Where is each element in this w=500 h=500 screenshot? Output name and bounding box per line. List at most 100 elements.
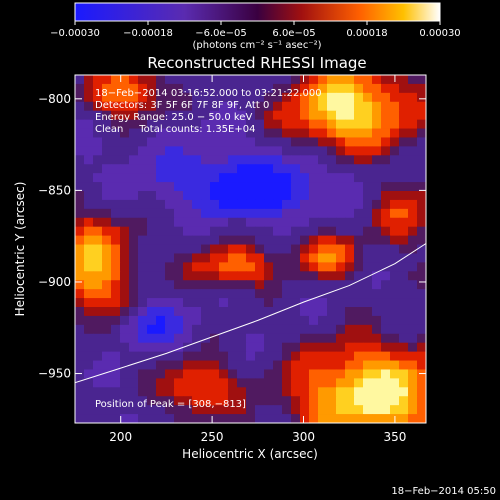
heatmap-cell — [291, 217, 301, 228]
heatmap-cell — [75, 208, 85, 219]
heatmap-cell — [282, 387, 292, 397]
heatmap-cell — [372, 101, 382, 112]
heatmap-cell — [372, 217, 382, 228]
heatmap-cell — [363, 262, 373, 272]
heatmap-cell — [165, 92, 175, 103]
heatmap-cell — [183, 396, 193, 406]
heatmap-cell — [291, 289, 301, 299]
heatmap-cell — [417, 92, 427, 103]
heatmap-cell — [174, 110, 184, 121]
heatmap-cell — [192, 110, 202, 121]
heatmap-cell — [102, 217, 112, 228]
heatmap-cell — [174, 235, 184, 245]
heatmap — [74, 74, 427, 424]
colorbar-tick-label: 6.0e−05 — [272, 28, 315, 39]
heatmap-cell — [192, 369, 202, 379]
heatmap-cell — [93, 92, 103, 103]
heatmap-cell — [336, 83, 346, 94]
heatmap-cell — [156, 262, 166, 272]
heatmap-cell — [255, 351, 265, 361]
heatmap-cell — [390, 182, 400, 192]
heatmap-cell — [408, 164, 418, 174]
heatmap-cell — [399, 235, 409, 245]
heatmap-cell — [300, 333, 310, 344]
heatmap-cell — [192, 155, 202, 165]
heatmap-cell — [417, 262, 427, 272]
heatmap-cell — [390, 226, 400, 237]
heatmap-cell — [408, 226, 418, 237]
heatmap-cell — [291, 110, 301, 121]
heatmap-cell — [192, 164, 202, 174]
heatmap-cell — [399, 137, 409, 147]
heatmap-cell — [327, 378, 337, 388]
heatmap-cell — [309, 217, 319, 228]
heatmap-cell — [399, 342, 409, 353]
heatmap-cell — [282, 137, 292, 147]
heatmap-cell — [264, 173, 274, 183]
heatmap-cell — [174, 405, 184, 415]
heatmap-cell — [273, 262, 283, 272]
heatmap-cell — [363, 235, 373, 245]
heatmap-cell — [201, 110, 211, 121]
heatmap-cell — [273, 307, 283, 317]
heatmap-cell — [282, 92, 292, 103]
heatmap-cell — [138, 378, 148, 388]
heatmap-cell — [417, 289, 427, 299]
heatmap-cell — [390, 271, 400, 281]
heatmap-cell — [246, 333, 256, 344]
heatmap-cell — [219, 199, 229, 210]
heatmap-cell — [291, 164, 301, 174]
heatmap-cell — [390, 342, 400, 353]
heatmap-cell — [390, 280, 400, 290]
heatmap-cell — [255, 235, 265, 245]
heatmap-cell — [408, 119, 418, 129]
heatmap-cell — [120, 208, 130, 219]
heatmap-cell — [120, 414, 130, 424]
heatmap-cell — [75, 235, 85, 245]
heatmap-cell — [201, 208, 211, 219]
heatmap-cell — [327, 83, 337, 94]
heatmap-cell — [408, 262, 418, 272]
heatmap-cell — [192, 253, 202, 263]
heatmap-cell — [210, 199, 220, 210]
heatmap-cell — [156, 298, 166, 308]
heatmap-cell — [273, 360, 283, 370]
heatmap-cell — [237, 164, 247, 174]
heatmap-cell — [174, 182, 184, 192]
heatmap-cell — [408, 387, 418, 397]
heatmap-cell — [417, 360, 427, 370]
heatmap-cell — [264, 137, 274, 147]
heatmap-cell — [201, 289, 211, 299]
heatmap-cell — [129, 164, 139, 174]
heatmap-cell — [228, 173, 238, 183]
heatmap-cell — [273, 75, 283, 85]
heatmap-cell — [75, 191, 85, 201]
heatmap-cell — [192, 191, 202, 201]
heatmap-cell — [174, 75, 184, 85]
heatmap-cell — [363, 280, 373, 290]
heatmap-cell — [129, 315, 139, 326]
heatmap-cell — [399, 414, 409, 424]
heatmap-cell — [219, 324, 229, 335]
heatmap-cell — [84, 244, 94, 254]
heatmap-cell — [75, 101, 85, 112]
heatmap-cell — [417, 83, 427, 94]
heatmap-cell — [111, 173, 121, 183]
heatmap-cell — [255, 110, 265, 121]
heatmap-cell — [192, 414, 202, 424]
heatmap-cell — [390, 128, 400, 138]
heatmap-cell — [120, 199, 130, 210]
x-tick-label: 250 — [201, 430, 224, 444]
heatmap-cell — [129, 414, 139, 424]
heatmap-cell — [273, 164, 283, 174]
heatmap-cell — [246, 378, 256, 388]
heatmap-cell — [327, 146, 337, 156]
heatmap-cell — [246, 208, 256, 219]
heatmap-cell — [228, 92, 238, 103]
plot-frame — [74, 74, 427, 424]
heatmap-cell — [192, 387, 202, 397]
heatmap-cell — [219, 155, 229, 165]
heatmap-cell — [273, 324, 283, 335]
heatmap-cell — [210, 271, 220, 281]
heatmap-cell — [84, 378, 94, 388]
